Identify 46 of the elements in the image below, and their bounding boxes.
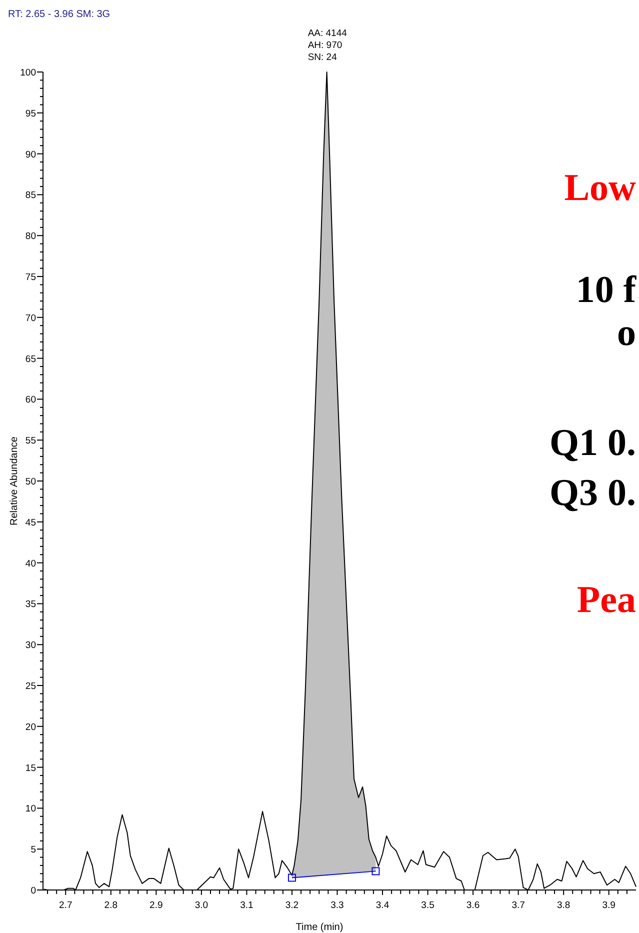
annotation: 10 f (576, 269, 638, 311)
annotation: o (617, 312, 636, 354)
text: AH: 970 (308, 40, 342, 51)
text: RT: 2.65 - 3.96 SM: 3G (8, 9, 110, 20)
x-tick-label: 2.9 (150, 900, 163, 911)
annotation: Q1 0. (549, 422, 636, 464)
y-tick-label: 50 (25, 476, 36, 488)
y-tick-label: 60 (25, 394, 36, 406)
y-tick-label: 30 (25, 640, 36, 652)
y-tick-label: 35 (25, 599, 36, 610)
y-axis-title: Relative Abundance (9, 436, 20, 526)
x-tick-label: 3.6 (466, 900, 480, 911)
y-tick-label: 20 (25, 722, 36, 733)
x-tick-label: 3.3 (330, 900, 344, 911)
y-tick-label: 10 (25, 804, 36, 815)
x-tick-label: 3.8 (556, 900, 570, 911)
y-tick-label: 15 (25, 762, 36, 774)
y-tick-label: 70 (25, 312, 36, 324)
x-tick-label: 3.7 (512, 900, 525, 911)
text: SN: 24 (308, 52, 337, 63)
y-tick-label: 100 (20, 68, 36, 78)
y-tick-label: 40 (25, 558, 36, 570)
annotation: Q3 0. (549, 472, 636, 514)
x-tick-label: 3.1 (240, 900, 254, 911)
y-tick-label: 90 (25, 149, 36, 160)
x-tick-label: 2.7 (59, 900, 72, 911)
y-tick-label: 45 (25, 517, 36, 528)
y-tick-label: 65 (25, 354, 36, 365)
x-tick-label: 3.5 (421, 900, 434, 911)
y-tick-label: 95 (25, 108, 36, 120)
y-tick-label: 80 (25, 231, 36, 242)
y-tick-label: 25 (25, 681, 36, 692)
annotation: Low (564, 167, 637, 209)
x-tick-label: 3.4 (376, 900, 390, 911)
y-tick-label: 75 (25, 272, 36, 283)
x-tick-label: 3.0 (194, 900, 208, 911)
y-tick-label: 85 (25, 190, 36, 202)
x-tick-label: 3.2 (285, 900, 299, 911)
x-tick-label: 2.8 (104, 900, 118, 911)
x-axis-title: Time (min) (296, 922, 344, 933)
x-tick-label: 3.9 (602, 900, 616, 911)
annotation: Pea (576, 579, 636, 621)
y-tick-label: 0 (30, 886, 36, 896)
text: AA: 4144 (308, 28, 347, 39)
y-tick-label: 55 (25, 436, 36, 447)
y-tick-label: 5 (30, 844, 36, 856)
